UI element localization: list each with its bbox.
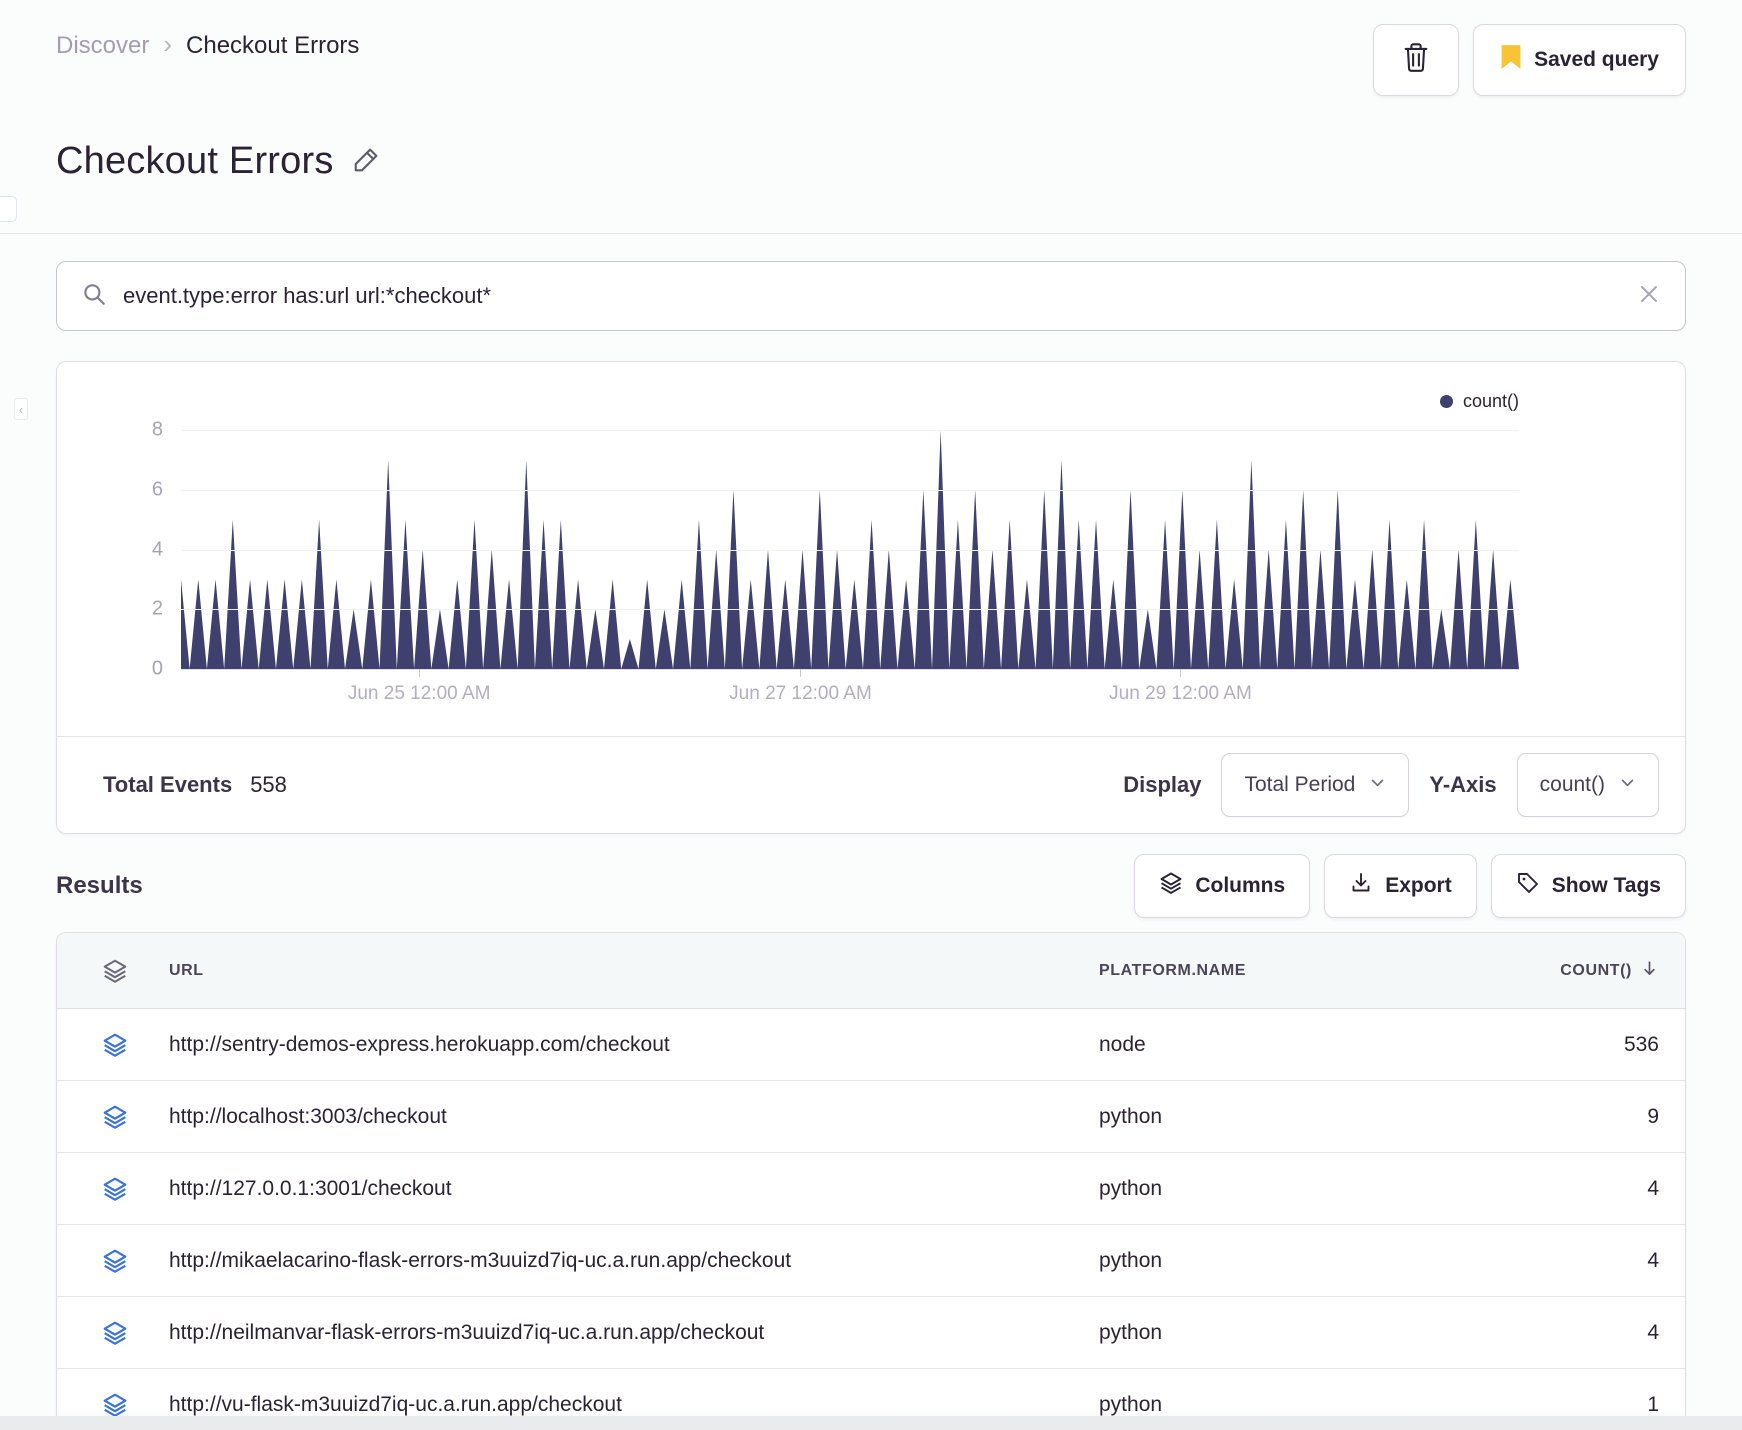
total-events-label: Total Events [103,772,233,797]
layers-icon[interactable] [91,1176,139,1202]
sort-descending-icon [1640,959,1659,983]
edit-title-pencil-icon[interactable] [352,144,382,179]
gridline [181,489,1519,491]
row-url[interactable]: http://127.0.0.1:3001/checkout [169,1176,452,1200]
results-heading: Results [56,872,143,899]
legend-dot [1439,394,1453,408]
saved-query-label: Saved query [1534,48,1659,71]
x-axis-tick-label: Jun 27 12:00 AM [729,683,872,704]
gridline [181,430,1519,431]
yaxis-dropdown[interactable]: count() [1516,753,1659,817]
layers-icon[interactable] [91,1104,139,1130]
row-count: 4 [1647,1248,1659,1272]
search-icon [81,281,107,312]
results-table: URL PLATFORM.NAME COUNT() http://sentry-… [56,932,1686,1430]
search-bar[interactable] [56,261,1686,331]
chart-legend[interactable]: count() [57,388,1519,414]
y-axis-tick-label: 6 [151,478,163,501]
chevron-down-icon [1619,773,1636,797]
table-body: http://sentry-demos-express.herokuapp.co… [57,1009,1685,1430]
panel-drag-handle[interactable]: ‹ [14,398,28,420]
gridline [181,609,1519,611]
display-dropdown[interactable]: Total Period [1221,753,1410,817]
chart-footer: Total Events 558 Display Total Period Y-… [57,736,1685,833]
page-title: Checkout Errors [56,140,334,182]
y-axis-tick-label: 2 [151,597,163,620]
table-row[interactable]: http://sentry-demos-express.herokuapp.co… [57,1009,1685,1081]
x-axis-tick [1180,669,1182,677]
row-count: 9 [1647,1104,1659,1128]
row-count: 4 [1647,1176,1659,1200]
yaxis-dropdown-value: count() [1539,773,1605,796]
search-input[interactable] [123,283,1621,309]
x-axis-tick-label: Jun 25 12:00 AM [347,683,491,704]
row-count: 1 [1647,1393,1659,1416]
column-header-url[interactable]: URL [169,961,204,979]
sidebar-collapse-handle[interactable] [0,196,17,222]
y-axis-tick-label: 0 [151,657,163,680]
columns-button[interactable]: Columns [1134,854,1311,918]
row-url[interactable]: http://sentry-demos-express.herokuapp.co… [169,1032,670,1056]
breadcrumb-discover[interactable]: Discover [56,32,150,59]
saved-query-button[interactable]: Saved query [1473,24,1686,96]
chevron-down-icon [1369,773,1386,797]
row-platform: python [1099,1248,1163,1272]
layers-icon[interactable] [91,1248,139,1274]
y-axis-tick-label: 8 [151,418,163,441]
row-count: 4 [1647,1320,1659,1344]
gridline [181,549,1519,551]
row-url[interactable]: http://neilmanvar-flask-errors-m3uuizd7i… [169,1320,765,1344]
columns-label: Columns [1195,874,1286,897]
chevron-right-icon: › [163,29,173,59]
export-button[interactable]: Export [1324,854,1477,918]
legend-label: count() [1462,390,1519,411]
display-label: Display [1123,772,1202,797]
x-axis-tick [800,669,802,677]
bookmark-icon [1500,44,1522,76]
row-platform: python [1099,1320,1163,1344]
row-platform: node [1099,1032,1146,1056]
row-platform: python [1099,1393,1163,1416]
layers-icon [1159,871,1183,901]
row-count: 536 [1623,1032,1659,1056]
chart-panel: count() 0 2 4 6 8 Jun 25 12:00 AM Jun 27 12:00… [56,361,1686,834]
show-tags-button[interactable]: Show Tags [1490,854,1686,918]
display-dropdown-value: Total Period [1244,773,1356,796]
row-platform: python [1099,1176,1163,1200]
column-header-platform[interactable]: PLATFORM.NAME [1099,961,1247,979]
breadcrumb-current: Checkout Errors [186,32,360,59]
column-header-count[interactable]: COUNT() [1479,959,1659,983]
layers-icon[interactable] [91,958,139,984]
delete-query-button[interactable] [1373,24,1460,96]
export-label: Export [1385,874,1452,897]
x-axis-tick-label: Jun 29 12:00 AM [1109,683,1252,704]
table-row[interactable]: http://localhost:3003/checkout python 9 [57,1081,1685,1153]
viewport-bottom-edge [0,1416,1742,1430]
tag-icon [1516,871,1540,901]
row-platform: python [1099,1104,1163,1128]
chart-plot[interactable]: 0 2 4 6 8 Jun 25 12:00 AM Jun 27 12:00 AM Jun 2… [152,419,1519,704]
download-icon [1349,871,1373,901]
header-divider [0,233,1742,234]
breadcrumb: Discover › Checkout Errors [56,24,359,60]
table-row[interactable]: http://mikaelacarino-flask-errors-m3uuiz… [57,1225,1685,1297]
y-axis-tick-label: 4 [151,538,163,560]
page-header: Discover › Checkout Errors [0,0,1742,183]
table-header-row: URL PLATFORM.NAME COUNT() [57,933,1685,1009]
clear-search-icon[interactable] [1637,282,1661,311]
row-url[interactable]: http://vu-flask-m3uuizd7iq-uc.a.run.app/… [169,1393,622,1416]
table-row[interactable]: http://127.0.0.1:3001/checkout python 4 [57,1153,1685,1225]
total-events-value: 558 [250,772,287,797]
table-row[interactable]: http://neilmanvar-flask-errors-m3uuizd7i… [57,1297,1685,1369]
layers-icon[interactable] [91,1392,139,1418]
layers-icon[interactable] [91,1032,139,1058]
show-tags-label: Show Tags [1551,874,1661,897]
row-url[interactable]: http://mikaelacarino-flask-errors-m3uuiz… [169,1248,792,1272]
yaxis-label: Y-Axis [1429,772,1497,797]
x-axis-tick [419,669,421,677]
row-url[interactable]: http://localhost:3003/checkout [169,1104,447,1128]
layers-icon[interactable] [91,1320,139,1346]
trash-icon [1402,42,1430,78]
